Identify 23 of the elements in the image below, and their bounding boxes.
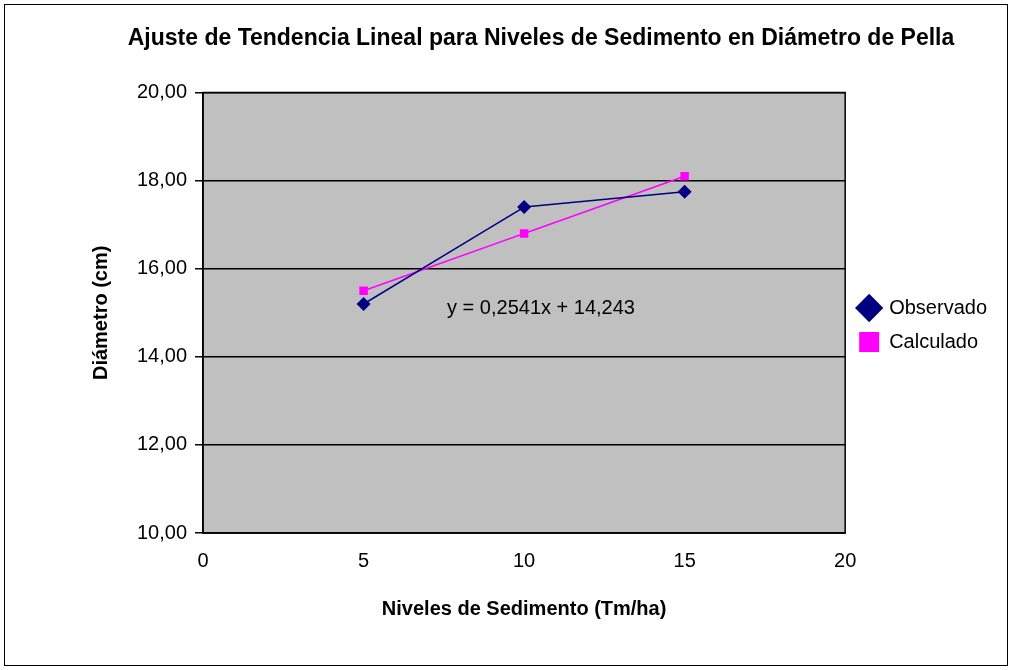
x-tick-label: 5 <box>358 548 370 571</box>
legend-label: Observado <box>889 295 988 318</box>
point <box>359 286 368 296</box>
y-tick-label: 16,00 <box>136 256 188 279</box>
x-tick-label: 20 <box>834 548 857 571</box>
point <box>680 172 689 181</box>
y-tick-label: 18,00 <box>136 168 188 191</box>
legend-label: Calculado <box>889 329 979 352</box>
y-axis-title: Diámetro (cm) <box>88 245 111 381</box>
point <box>519 229 529 238</box>
point <box>356 296 371 311</box>
x-tick-label: 10 <box>512 548 536 571</box>
y-tick-label: 14,00 <box>136 344 188 367</box>
point <box>517 200 532 215</box>
x-axis-title: Niveles de Sedimento (Tm/ha) <box>381 596 667 619</box>
x-tick-label: 15 <box>673 548 696 571</box>
annotation: y = 0,2541x + 14,243 <box>447 295 635 318</box>
y-tick-label: 10,00 <box>136 520 188 543</box>
y-tick-label: 20,00 <box>136 80 188 103</box>
point <box>677 184 692 199</box>
y-tick-label: 12,00 <box>136 432 188 455</box>
chart-title: Ajuste de Tendencia Lineal para Niveles de Sedimento en Diámetro de Pella <box>127 24 955 51</box>
x-tick-label: 0 <box>197 548 209 571</box>
